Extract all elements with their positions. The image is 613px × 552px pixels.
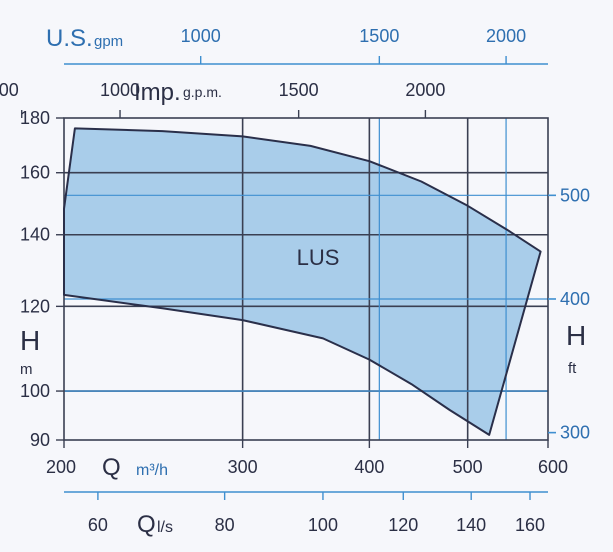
y-tick-label-m-100: 100 — [20, 381, 50, 401]
x-axis-unit-ls: l/s — [157, 519, 173, 536]
y-tick-label-m-90: 90 — [30, 430, 50, 450]
x-tick-label-imp-1500: 1500 — [279, 80, 319, 100]
x-tick-label-ls-60: 60 — [88, 515, 108, 535]
x-axis-unit-imp: g.p.m. — [183, 84, 222, 100]
operating-region — [64, 128, 541, 435]
y-axis-name-left: H — [20, 325, 40, 356]
outline-layer — [63, 127, 542, 436]
y-tick-label-ft-300: 300 — [560, 423, 590, 443]
x-tick-label-ls-80: 80 — [215, 515, 235, 535]
x-axis-unit-m3h: m³/h — [136, 462, 168, 479]
x-tick-label-imp-800: 800 — [0, 80, 19, 100]
axes-layer — [21, 56, 556, 500]
region-annotation-lus: LUS — [297, 245, 340, 270]
x-tick-label-ls-140: 140 — [456, 515, 486, 535]
x-tick-label-imp-1000: 1000 — [100, 80, 140, 100]
x-tick-label-us-1000: 1000 — [181, 26, 221, 46]
x-tick-label-ls-160: 160 — [515, 515, 545, 535]
x-tick-label-imp-2000: 2000 — [405, 80, 445, 100]
y-tick-label-m-180: 180 — [20, 108, 50, 128]
x-tick-label-m3h-300: 300 — [228, 457, 258, 477]
x-axis-name-m3h: Q — [102, 454, 121, 481]
x-tick-label-m3h-200: 200 — [46, 457, 76, 477]
x-axis-name-us: U.S. — [46, 25, 93, 52]
y-axis-unit-left: m — [20, 361, 33, 378]
x-tick-label-ls-120: 120 — [388, 515, 418, 535]
x-tick-label-us-2000: 2000 — [486, 26, 526, 46]
y-tick-label-m-160: 160 — [20, 163, 50, 183]
y-axis-name-right: H — [566, 320, 586, 351]
x-tick-label-m3h-400: 400 — [354, 457, 384, 477]
y-tick-label-ft-500: 500 — [560, 185, 590, 205]
x-axis-unit-us: gpm — [94, 33, 123, 50]
y-tick-label-m-120: 120 — [20, 296, 50, 316]
region-layer — [64, 128, 541, 435]
x-tick-label-ls-100: 100 — [308, 515, 338, 535]
x-axis-name-imp: Imp. — [134, 79, 181, 106]
x-tick-label-us-1500: 1500 — [359, 26, 399, 46]
grid-layer — [64, 118, 548, 440]
labels-layer: 90 100 120 140 160 180 Hm 300 400 500 Hft 200 300 400… — [0, 25, 590, 538]
y-tick-label-m-140: 140 — [20, 225, 50, 245]
x-tick-label-m3h-500: 500 — [453, 457, 483, 477]
y-tick-label-ft-400: 400 — [560, 289, 590, 309]
x-tick-label-m3h-600: 600 — [538, 457, 568, 477]
y-axis-unit-right: ft — [568, 360, 577, 377]
region-outline — [63, 127, 542, 436]
x-axis-name-ls: Q — [137, 511, 156, 538]
